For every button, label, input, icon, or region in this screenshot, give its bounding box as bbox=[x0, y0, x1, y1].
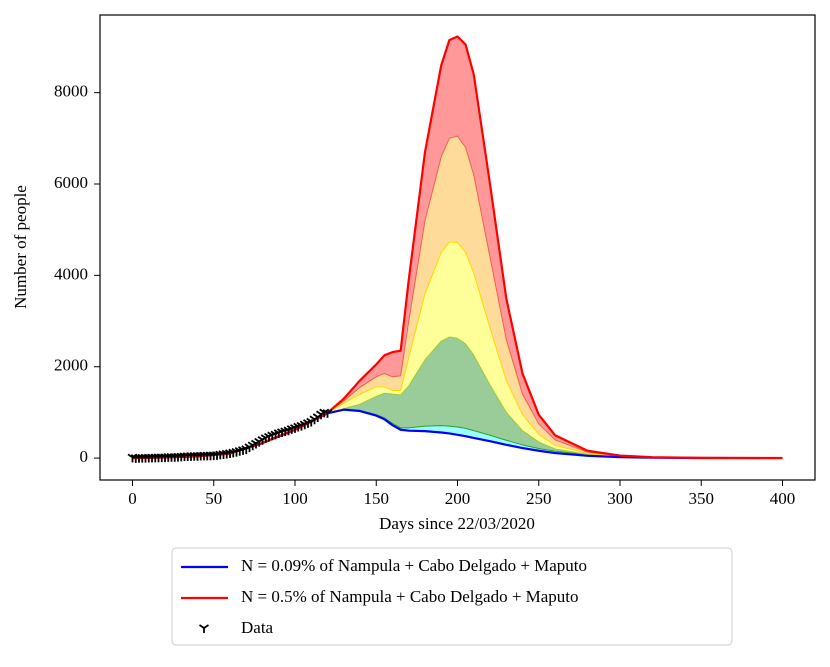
band-fill bbox=[132, 36, 783, 459]
y-tick-label: 8000 bbox=[54, 82, 88, 101]
y-axis-label: Number of people bbox=[11, 185, 30, 309]
legend-marker bbox=[199, 624, 209, 633]
y-tick-label: 2000 bbox=[54, 356, 88, 375]
band-fill bbox=[132, 337, 783, 459]
band-fill bbox=[132, 242, 783, 459]
x-tick-label: 300 bbox=[607, 489, 633, 508]
x-tick-label: 400 bbox=[770, 489, 796, 508]
y-tick-label: 0 bbox=[80, 447, 89, 466]
y-tick-label: 6000 bbox=[54, 173, 88, 192]
y-tick-label: 4000 bbox=[54, 264, 88, 283]
legend-label: Data bbox=[241, 618, 274, 637]
x-tick-label: 150 bbox=[364, 489, 390, 508]
plot-area bbox=[127, 35, 783, 463]
x-tick-label: 350 bbox=[689, 489, 715, 508]
band-fill bbox=[132, 136, 783, 459]
x-tick-label: 250 bbox=[526, 489, 552, 508]
data-point bbox=[322, 409, 333, 418]
legend-box bbox=[171, 547, 733, 646]
x-tick-label: 100 bbox=[282, 489, 308, 508]
legend: N = 0.09% of Nampula + Cabo Delgado + Ma… bbox=[181, 556, 587, 637]
x-tick-label: 200 bbox=[445, 489, 471, 508]
x-tick-label: 0 bbox=[128, 489, 137, 508]
x-tick-label: 50 bbox=[205, 489, 222, 508]
x-axis-label: Days since 22/03/2020 bbox=[379, 514, 535, 533]
legend-label: N = 0.09% of Nampula + Cabo Delgado + Ma… bbox=[241, 556, 587, 575]
legend-label: N = 0.5% of Nampula + Cabo Delgado + Map… bbox=[241, 587, 579, 606]
